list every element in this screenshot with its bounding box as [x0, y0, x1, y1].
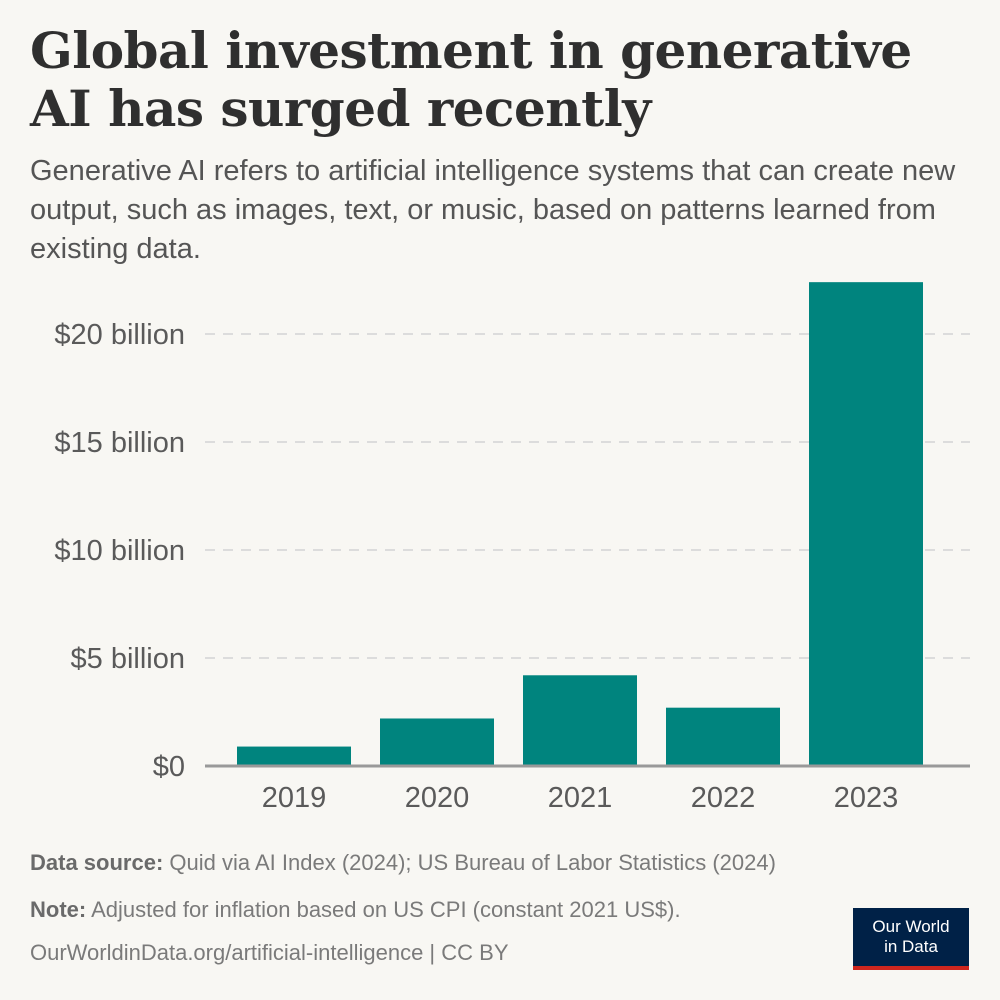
- x-tick-label: 2019: [262, 782, 327, 814]
- note: Note: Adjusted for inflation based on US…: [30, 895, 830, 925]
- bar-2023[interactable]: [809, 282, 923, 766]
- bar-chart: $0 $5 billion $10 billion $15 billion $20 bi…: [54, 282, 970, 814]
- y-tick-label: $10 billion: [54, 535, 185, 567]
- y-tick-label: $20 billion: [54, 319, 185, 351]
- bar-2019[interactable]: [237, 746, 351, 766]
- x-tick-label: 2020: [405, 782, 470, 814]
- y-tick-label: $5 billion: [71, 643, 185, 675]
- data-source: Data source: Quid via AI Index (2024); U…: [30, 848, 830, 878]
- y-tick-label: $0: [153, 751, 185, 783]
- note-label: Note:: [30, 897, 87, 922]
- x-tick-label: 2023: [834, 782, 899, 814]
- source-url[interactable]: OurWorldinData.org/artificial-intelligen…: [30, 940, 509, 965]
- owid-logo[interactable]: Our World in Data: [853, 908, 969, 970]
- bar-2022[interactable]: [666, 707, 780, 766]
- chart-title: Global investment in generative AI has s…: [30, 21, 912, 138]
- data-source-text: Quid via AI Index (2024); US Bureau of L…: [169, 850, 776, 875]
- x-tick-label: 2022: [691, 782, 756, 814]
- chart-subtitle: Generative AI refers to artificial intel…: [30, 155, 956, 265]
- bar-2021[interactable]: [523, 675, 637, 766]
- bar-2020[interactable]: [380, 718, 494, 766]
- data-source-label: Data source:: [30, 850, 164, 875]
- y-tick-label: $15 billion: [54, 427, 185, 459]
- logo-line-2: in Data: [884, 937, 938, 956]
- logo-line-1: Our World: [872, 917, 950, 936]
- note-text: Adjusted for inflation based on US CPI (…: [91, 897, 681, 922]
- x-tick-label: 2021: [548, 782, 613, 814]
